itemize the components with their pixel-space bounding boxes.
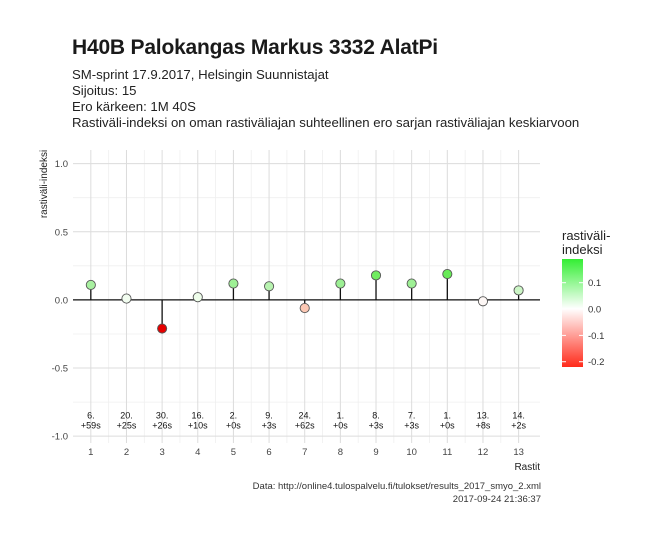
time-label: +0s [333, 420, 348, 430]
data-point [264, 281, 275, 292]
data-point [442, 268, 453, 280]
x-tick-label: 9 [373, 447, 378, 458]
time-label: +8s [476, 420, 491, 430]
time-label: +0s [440, 420, 455, 430]
data-point [157, 323, 168, 334]
rank-label: 16. [192, 410, 205, 420]
x-tick-label: 2 [124, 447, 129, 458]
time-label: +0s [226, 420, 241, 430]
rank-label: 6. [87, 410, 95, 420]
time-label: +62s [295, 420, 315, 430]
subtitle-event: SM-sprint 17.9.2017, Helsingin Suunnista… [72, 67, 329, 82]
time-label: +2s [511, 420, 526, 430]
data-point [477, 296, 489, 307]
label-layer: 6.+59s20.+25s30.+26s16.+10s2.+0s9.+3s24.… [81, 410, 527, 430]
rank-label: 20. [120, 410, 133, 420]
axis-layer: 1.00.50.0-0.5-1.01 2 3 4 5 6 7 8 9 10 11 12 13 [52, 159, 540, 458]
grid-layer [73, 150, 540, 443]
data-point [513, 285, 524, 296]
rank-label: 13. [477, 410, 490, 420]
time-label: +3s [262, 420, 277, 430]
time-label: +3s [369, 420, 384, 430]
x-tick-label: 1 [88, 447, 93, 458]
y-tick-label: 0.5 [55, 227, 68, 238]
data-point [121, 293, 132, 304]
data-point [406, 278, 417, 289]
time-label: +26s [152, 420, 172, 430]
rank-label: 9. [265, 410, 273, 420]
data-point [228, 278, 239, 289]
legend: rastiväli- indeksi 0.1 0.0 -0.1 -0.2 [562, 228, 610, 368]
rank-label: 8. [372, 410, 380, 420]
y-axis-title: rastiväli-indeksi [39, 150, 50, 218]
data-point [85, 279, 96, 290]
y-tick-label: -1.0 [52, 432, 68, 443]
rank-label: 14. [512, 410, 525, 420]
rank-label: 30. [156, 410, 169, 420]
rank-label: 1. [444, 410, 452, 420]
data-point [335, 278, 346, 289]
x-tick-label: 10 [406, 447, 417, 458]
chart-title: H40B Palokangas Markus 3332 AlatPi [72, 36, 438, 59]
x-tick-label: 5 [231, 447, 236, 458]
point-layer [85, 268, 524, 334]
y-tick-label: 1.0 [55, 159, 68, 170]
time-label: +59s [81, 420, 101, 430]
y-tick-label: 0.0 [55, 295, 68, 306]
legend-tick-label: 0.1 [588, 278, 601, 289]
data-source-caption: Data: http://online4.tulospalvelu.fi/tul… [252, 481, 541, 492]
time-label: +3s [404, 420, 419, 430]
legend-title-line1: rastiväli- [562, 228, 610, 243]
x-tick-label: 11 [442, 447, 452, 458]
x-tick-label: 4 [195, 447, 200, 458]
x-tick-label: 8 [338, 447, 343, 458]
subtitle-gap: Ero kärkeen: 1M 40S [72, 99, 196, 114]
data-point [299, 303, 310, 314]
legend-tick-label: 0.0 [588, 305, 601, 316]
timestamp-caption: 2017-09-24 21:36:37 [452, 494, 541, 505]
x-tick-label: 7 [302, 447, 307, 458]
rank-label: 1. [337, 410, 345, 420]
rank-label: 7. [408, 410, 416, 420]
rank-label: 2. [230, 410, 238, 420]
time-label: +25s [117, 420, 137, 430]
legend-colorbar [562, 259, 583, 367]
x-tick-label: 12 [478, 447, 489, 458]
x-tick-label: 13 [513, 447, 524, 458]
subtitle-rank: Sijoitus: 15 [72, 83, 137, 98]
rank-label: 24. [298, 410, 311, 420]
x-axis-title: Rastit [514, 462, 540, 473]
x-tick-label: 6 [266, 447, 271, 458]
y-tick-label: -0.5 [52, 364, 68, 375]
legend-tick-label: -0.2 [588, 357, 604, 368]
data-point [370, 270, 382, 281]
legend-tick-label: -0.1 [588, 331, 604, 342]
subtitle-description: Rastiväli-indeksi on oman rastiväliajan … [72, 115, 580, 130]
data-point [192, 292, 203, 303]
time-label: +10s [188, 420, 208, 430]
legend-ticks: 0.1 0.0 -0.1 -0.2 [562, 278, 604, 368]
x-tick-label: 3 [159, 447, 164, 458]
legend-title-line2: indeksi [562, 242, 603, 257]
